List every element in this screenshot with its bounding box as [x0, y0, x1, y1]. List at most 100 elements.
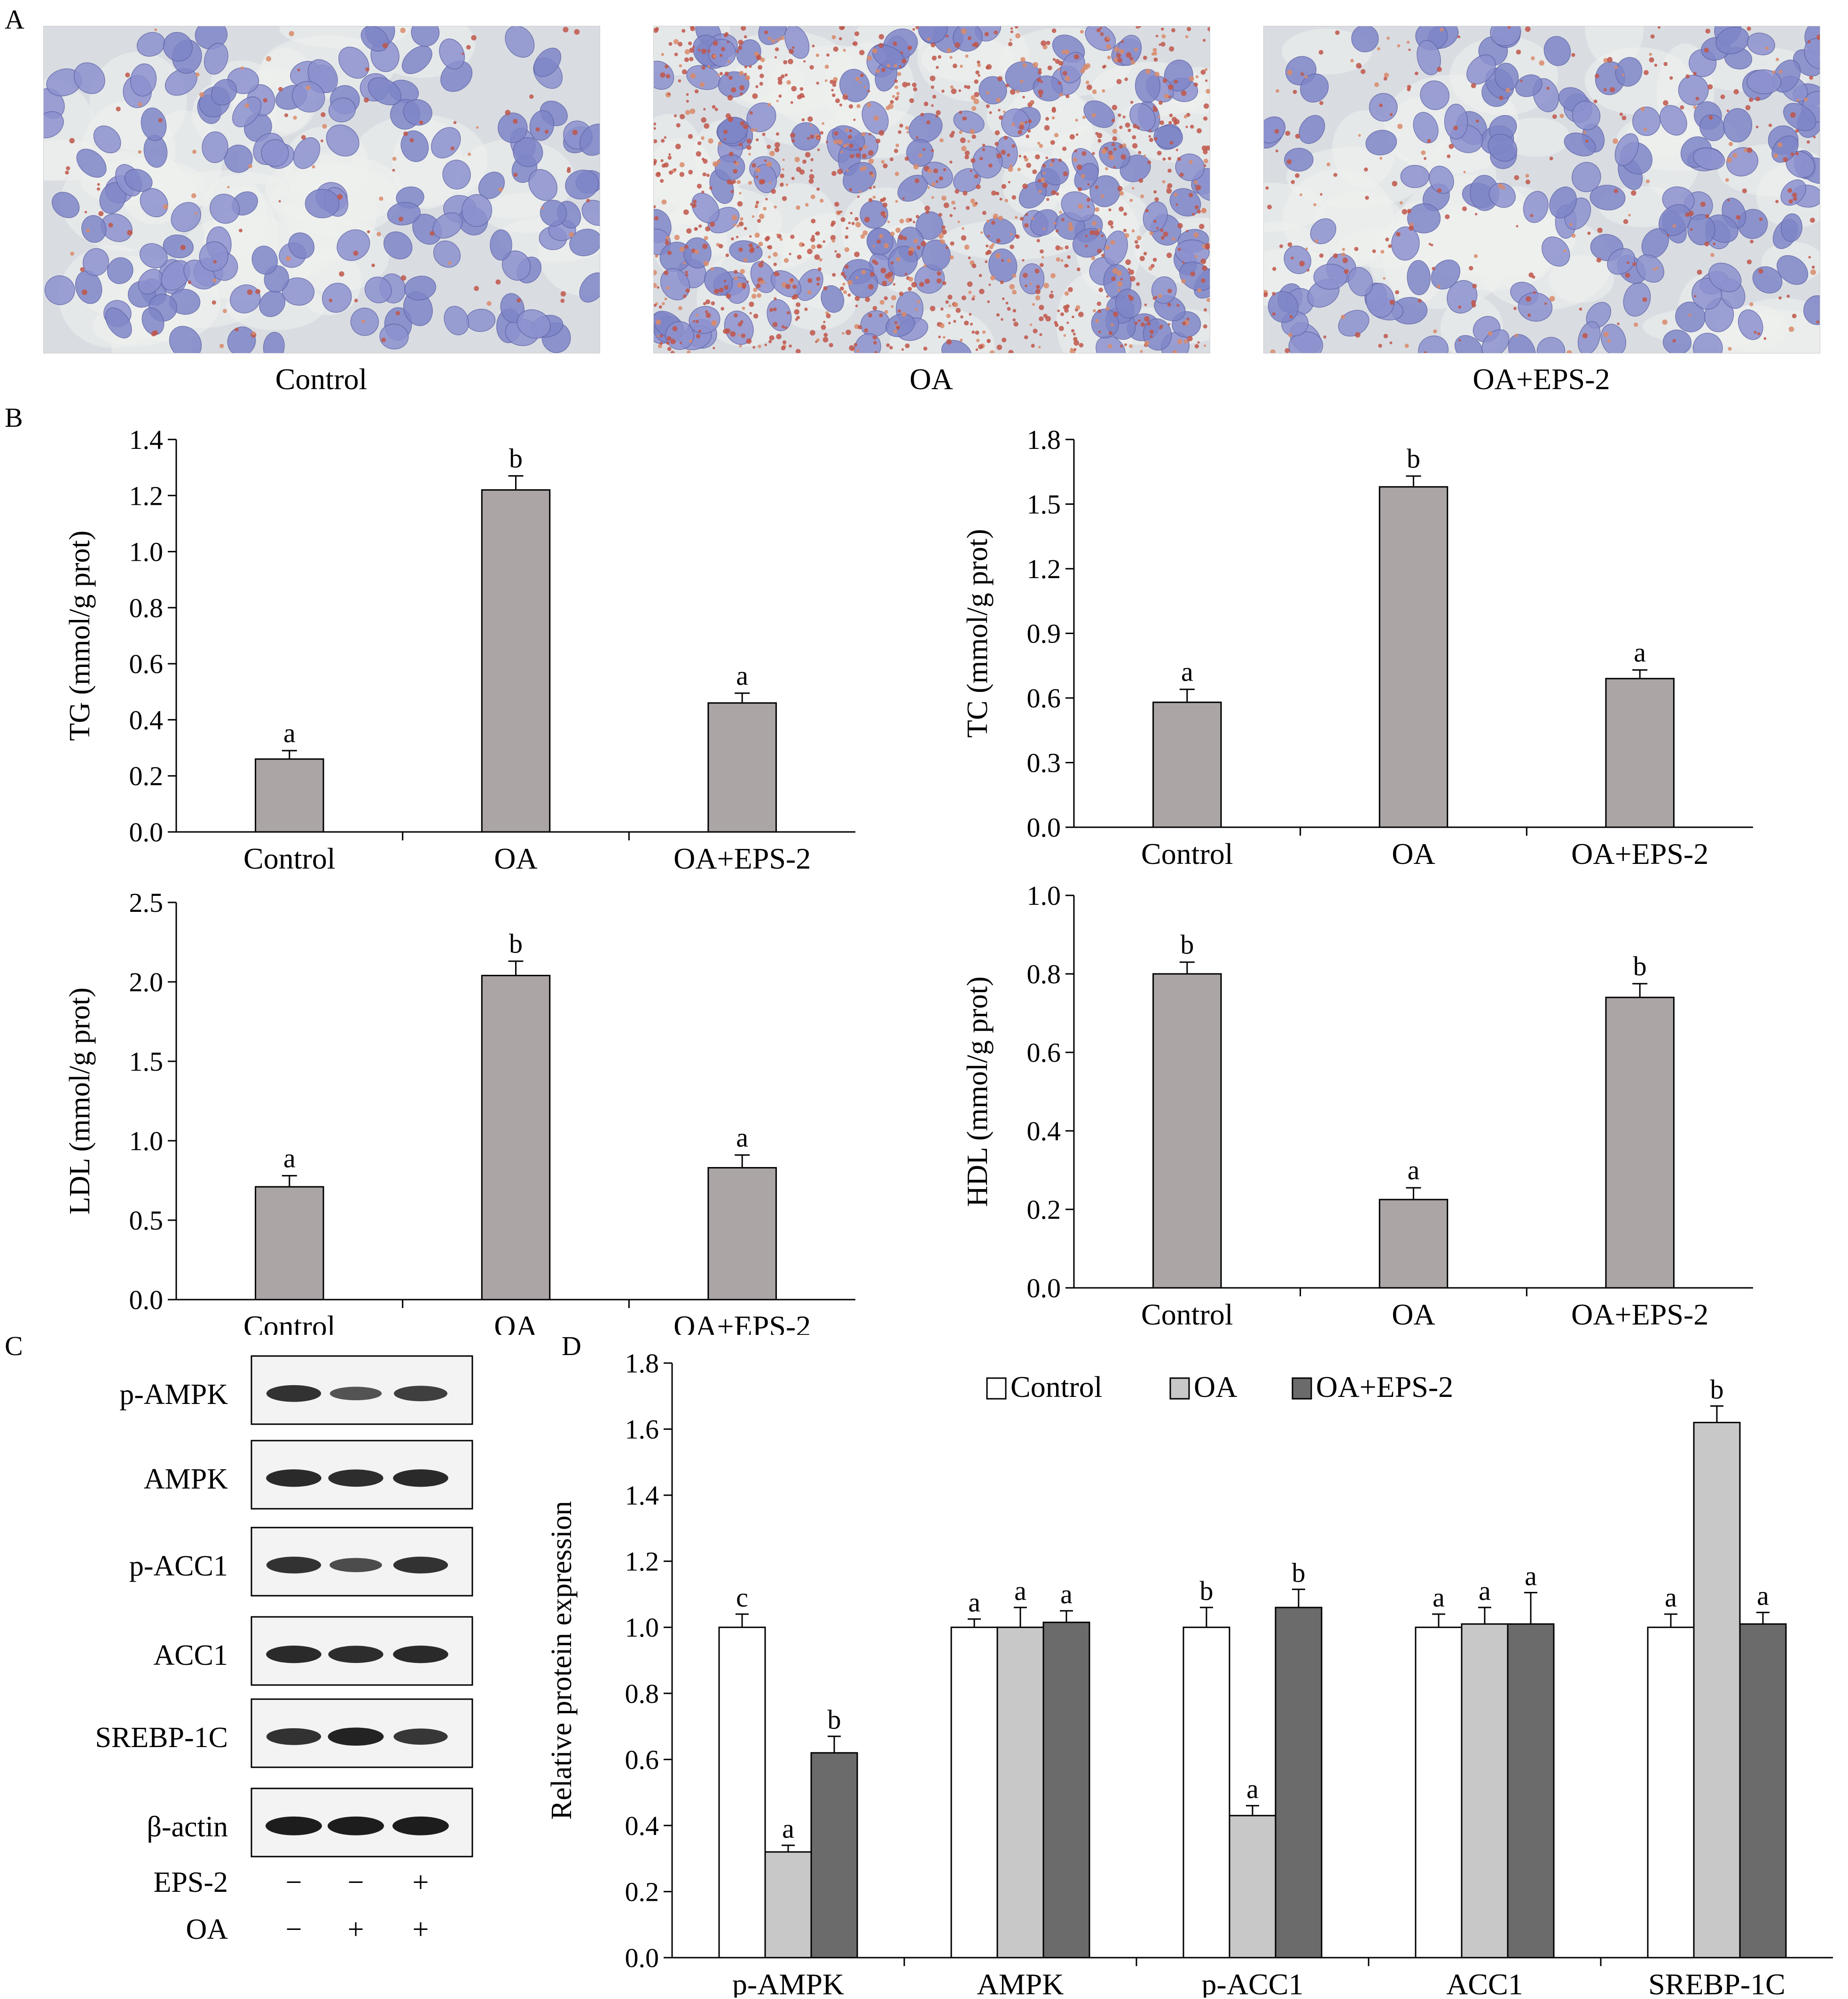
lipid-droplet [960, 64, 963, 68]
lipid-droplet [1185, 125, 1188, 128]
lipid-droplet [970, 198, 975, 204]
lipid-droplet [1119, 125, 1123, 129]
y-tick-label: 1.4 [129, 424, 164, 455]
lipid-droplet [1363, 167, 1368, 172]
lipid-droplet [723, 138, 727, 141]
lipid-droplet [869, 272, 875, 277]
lipid-droplet [574, 29, 580, 35]
lipid-droplet [817, 137, 820, 140]
cell-nucleus [691, 193, 720, 224]
lipid-droplet [1169, 141, 1174, 145]
lipid-droplet [855, 153, 861, 158]
lipid-droplet [786, 80, 791, 85]
lipid-droplet [748, 243, 753, 248]
lipid-droplet [1469, 266, 1473, 271]
lipid-droplet [1051, 116, 1055, 120]
lipid-droplet [972, 295, 976, 298]
lipid-droplet [748, 153, 751, 156]
lipid-droplet [734, 276, 738, 281]
lipid-droplet [921, 241, 926, 247]
lipid-droplet [849, 345, 855, 351]
lipid-droplet [1203, 149, 1208, 155]
lipid-droplet [1051, 28, 1057, 33]
lipid-droplet [419, 120, 423, 125]
lipid-droplet [738, 221, 744, 227]
lipid-droplet [712, 321, 717, 326]
bar [950, 1626, 998, 1959]
cell-nucleus [211, 79, 237, 106]
lipid-droplet [1453, 125, 1458, 131]
lipid-droplet [1038, 189, 1042, 193]
lipid-droplet [1414, 71, 1418, 76]
lipid-droplet [1169, 113, 1173, 118]
cell-nucleus [328, 97, 356, 123]
y-tick-label: 0.4 [625, 1811, 659, 1841]
lipid-droplet [679, 246, 685, 252]
treatment-label: EPS-2 [154, 1866, 228, 1898]
cell-nucleus [505, 26, 535, 58]
bar [707, 1167, 777, 1301]
lipid-droplet [1199, 224, 1205, 229]
lipid-droplet [1533, 291, 1536, 294]
lipid-droplet [329, 298, 333, 302]
lipid-droplet [1400, 201, 1403, 204]
lipid-droplet [1755, 96, 1760, 102]
lipid-droplet [884, 243, 889, 249]
y-tick-label: 0.8 [625, 1678, 659, 1709]
bar [1461, 1623, 1509, 1959]
cell-nucleus [1577, 321, 1601, 353]
x-tick-label: OA [1392, 1298, 1435, 1331]
lipid-droplet [1406, 40, 1410, 44]
lipid-droplet [769, 181, 772, 184]
y-tick-label: 1.6 [625, 1414, 659, 1445]
cell-nucleus [1614, 133, 1639, 166]
lipid-droplet [1323, 335, 1327, 339]
lipid-droplet [1623, 219, 1629, 224]
lipid-droplet [740, 217, 744, 221]
lipid-droplet [1153, 219, 1157, 223]
lipid-droplet [382, 43, 388, 48]
lipid-droplet [1118, 113, 1121, 117]
lipid-droplet [743, 258, 748, 262]
lipid-droplet [869, 133, 871, 136]
lipid-droplet [931, 149, 934, 152]
legend-swatch [1292, 1377, 1312, 1400]
cell-nucleus [1632, 106, 1661, 136]
lipid-droplet [764, 159, 767, 162]
lipid-droplet [1421, 150, 1426, 155]
lipid-droplet [840, 272, 845, 276]
lipid-droplet [668, 170, 673, 175]
lipid-droplet [1315, 239, 1318, 243]
protein-band [328, 1646, 384, 1663]
lipid-droplet [996, 97, 1001, 102]
lipid-droplet [1108, 150, 1113, 156]
lipid-droplet [979, 289, 985, 294]
lipid-droplet [840, 210, 843, 213]
lipid-droplet [859, 190, 862, 193]
lipid-droplet [816, 81, 819, 85]
lipid-droplet [698, 48, 701, 52]
lipid-droplet [849, 143, 854, 149]
cell-nucleus [1348, 267, 1373, 297]
lipid-droplet [400, 27, 406, 33]
lipid-droplet [69, 138, 75, 144]
lipid-droplet [1097, 228, 1101, 232]
lipid-droplet [978, 344, 983, 349]
lipid-droplet [685, 110, 690, 115]
lipid-droplet [755, 204, 759, 207]
lipid-droplet [679, 64, 682, 68]
y-tick-label: 0.5 [129, 1205, 164, 1236]
lipid-droplet [1672, 339, 1676, 343]
lipid-droplet [560, 298, 565, 303]
lipid-droplet [1159, 43, 1161, 46]
lipid-droplet [941, 196, 947, 201]
lipid-droplet [1020, 57, 1026, 63]
lipid-droplet [941, 89, 945, 93]
cell-nucleus [404, 275, 437, 301]
lipid-droplet [932, 55, 937, 61]
lipid-droplet [1131, 229, 1135, 233]
lipid-droplet [1163, 231, 1168, 237]
lipid-droplet [777, 77, 783, 82]
cell-nucleus [1600, 323, 1626, 353]
lipid-droplet [1289, 315, 1293, 319]
